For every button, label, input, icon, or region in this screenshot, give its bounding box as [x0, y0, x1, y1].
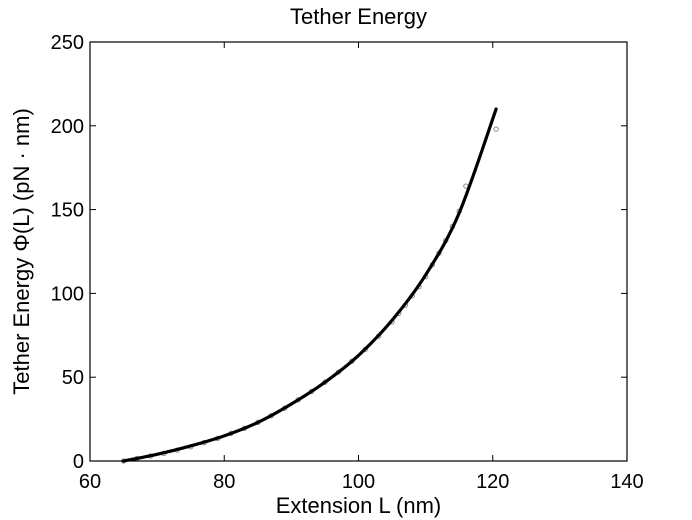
y-axis-ticks: 0 50 100 150 200 250: [51, 32, 627, 473]
plot-frame: [89, 41, 628, 462]
x-axis-label: Extension L (nm): [276, 493, 441, 518]
y-tick-label: 50: [62, 367, 84, 389]
y-tick-label: 150: [51, 200, 84, 222]
y-axis-label: Tether Energy Φ(L) (pN · nm): [9, 108, 34, 395]
fit-curve: [121, 107, 498, 463]
chart-title: Tether Energy: [290, 4, 427, 29]
y-tick-label: 250: [51, 32, 84, 54]
x-tick-label: 60: [79, 471, 101, 493]
y-tick-label: 200: [51, 116, 84, 138]
x-tick-label: 80: [213, 471, 235, 493]
data-point: [493, 126, 499, 132]
x-tick-label: 140: [610, 471, 643, 493]
x-tick-label: 100: [342, 471, 375, 493]
y-tick-label: 0: [73, 451, 84, 473]
x-axis-ticks: 60 80 100 120 140: [79, 42, 644, 493]
scatter-layer: [120, 126, 499, 464]
fit-line-layer: [121, 107, 498, 463]
y-tick-label: 100: [51, 283, 84, 305]
x-tick-label: 120: [476, 471, 509, 493]
